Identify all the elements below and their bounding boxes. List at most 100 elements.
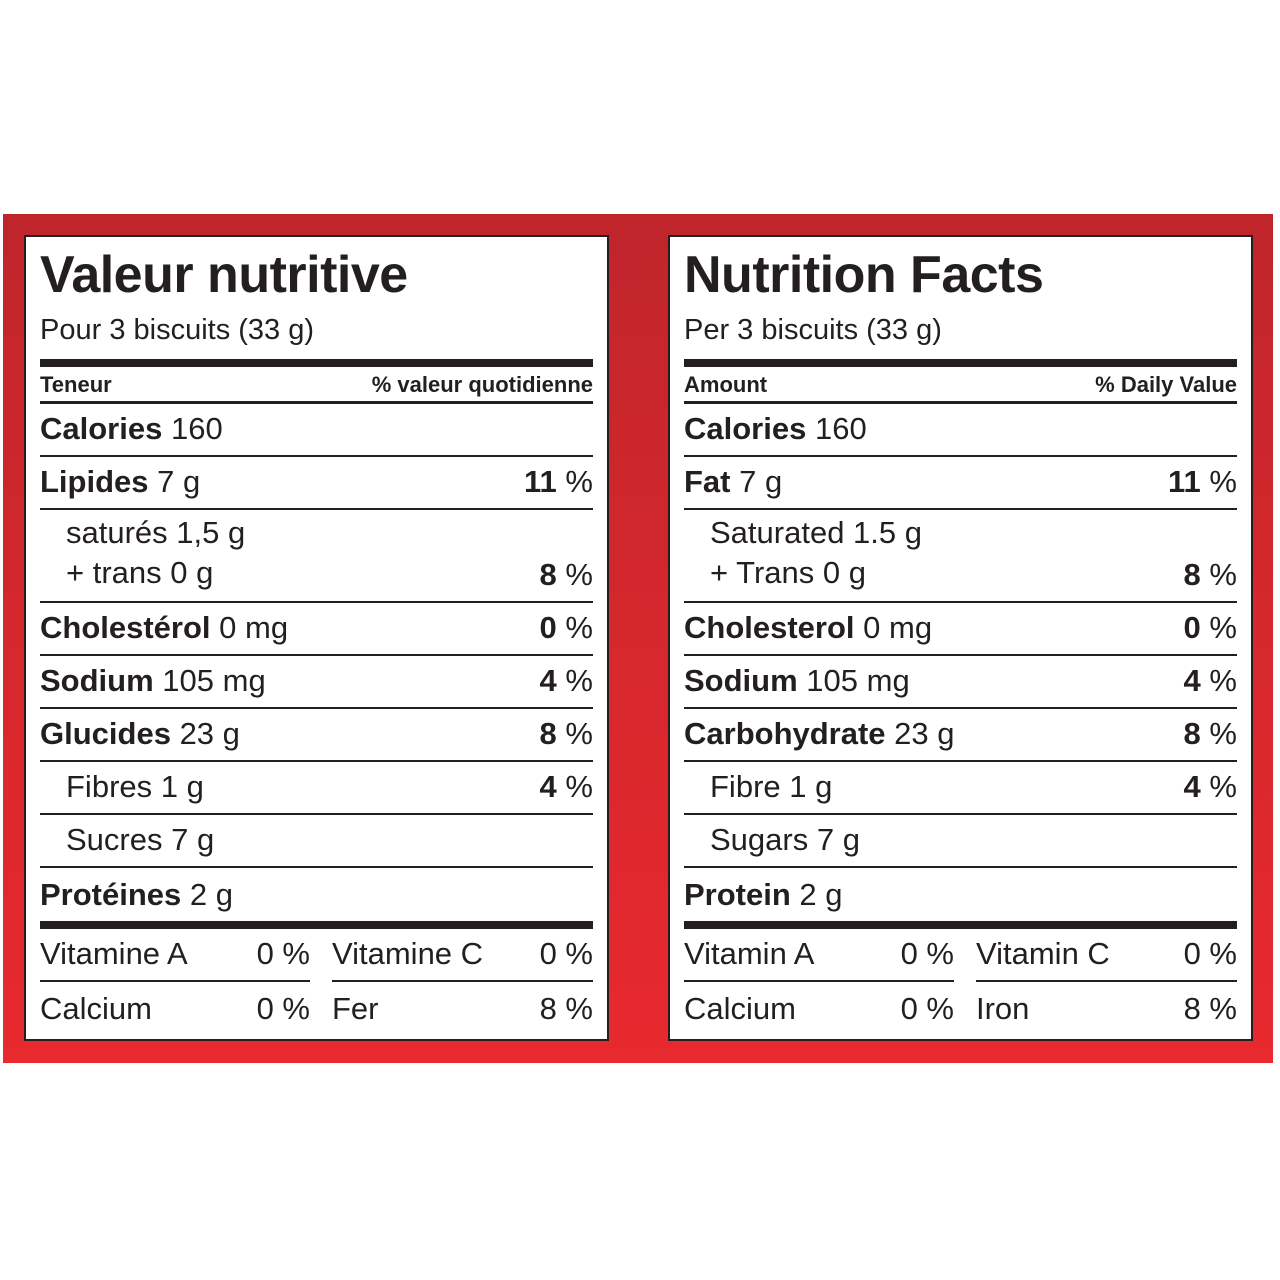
thick-divider xyxy=(40,921,593,929)
header-daily-value: % Daily Value xyxy=(1095,372,1237,397)
french-nutrition-panel: Valeur nutritive Pour 3 biscuits (33 g) … xyxy=(24,235,609,1041)
vitamin-a: Vitamin A 0 % xyxy=(684,929,954,982)
panel-title: Nutrition Facts xyxy=(684,246,1044,304)
daily-value-pct: 0 xyxy=(539,610,557,645)
thick-divider xyxy=(684,921,1237,929)
thin-divider xyxy=(684,401,1237,404)
vitamin-pct: 0 % xyxy=(256,936,310,971)
nutrient-name: Lipides xyxy=(40,464,149,499)
vitamin-pct: 0 % xyxy=(539,936,593,971)
daily-value-pct: 4 xyxy=(1183,663,1201,698)
nutrient-name: Fat xyxy=(684,464,731,499)
vitamin-pct: 0 % xyxy=(900,936,954,971)
nutrient-name: Carbohydrate xyxy=(684,716,886,751)
nutrient-label: Sugars 7 g xyxy=(710,822,860,857)
row-carbohydrate: Glucides 23 g 8 % xyxy=(40,709,593,762)
pct-unit: % xyxy=(1209,769,1237,804)
daily-value-pct: 8 xyxy=(539,716,557,751)
row-protein: Protéines 2 g xyxy=(40,868,593,921)
iron: Iron 8 % xyxy=(976,982,1237,1035)
daily-value-pct: 4 xyxy=(539,663,557,698)
pct-unit: % xyxy=(565,769,593,804)
nutrient-name: Sodium xyxy=(40,663,154,698)
vitamin-name: Calcium xyxy=(40,991,152,1026)
pct-unit: % xyxy=(565,464,593,499)
row-carbohydrate: Carbohydrate 23 g 8 % xyxy=(684,709,1237,762)
panel-title: Valeur nutritive xyxy=(40,246,408,304)
nutrient-label: Fibres 1 g xyxy=(66,769,204,804)
nutrient-label: Sucres 7 g xyxy=(66,822,215,857)
nutrient-name: Protéines xyxy=(40,877,182,912)
pct-unit: % xyxy=(1209,610,1237,645)
row-fat: Fat 7 g 11 % xyxy=(684,457,1237,510)
vitamin-name: Vitamin C xyxy=(976,936,1110,971)
vitamin-pct: 0 % xyxy=(900,991,954,1026)
thin-divider xyxy=(40,401,593,404)
row-fibre: Fibres 1 g 4 % xyxy=(40,762,593,815)
nutrient-amount: 2 g xyxy=(799,877,843,912)
daily-value-pct: 8 xyxy=(1183,716,1201,751)
header-daily-value: % valeur quotidienne xyxy=(371,372,593,397)
daily-value-pct: 8 xyxy=(539,557,557,592)
daily-value-pct: 11 xyxy=(1168,464,1201,499)
vitamin-row-2: Calcium 0 % Fer 8 % xyxy=(40,982,593,1035)
nutrient-amount: 105 mg xyxy=(162,663,266,698)
vitamin-c: Vitamin C 0 % xyxy=(976,929,1237,982)
nutrient-amount: 23 g xyxy=(894,716,955,751)
vitamin-name: Vitamine C xyxy=(332,936,484,971)
pct-unit: % xyxy=(1209,716,1237,751)
calcium: Calcium 0 % xyxy=(684,982,954,1035)
vitamin-a: Vitamine A 0 % xyxy=(40,929,310,982)
pct-unit: % xyxy=(565,663,593,698)
nutrient-amount: 2 g xyxy=(189,877,234,912)
row-sodium: Sodium 105 mg 4 % xyxy=(684,656,1237,709)
nutrient-label: Fibre 1 g xyxy=(710,769,833,804)
vitamin-pct: 8 % xyxy=(539,991,593,1026)
thick-divider xyxy=(40,359,593,367)
serving-size: Pour 3 biscuits (33 g) xyxy=(40,314,315,346)
nutrient-amount: 7 g xyxy=(157,464,201,499)
vitamin-row-1: Vitamine A 0 % Vitamine C 0 % xyxy=(40,929,593,982)
header-amount: Teneur xyxy=(40,372,112,397)
pct-unit: % xyxy=(1209,464,1237,499)
nutrient-name: Glucides xyxy=(40,716,171,751)
daily-value-pct: 4 xyxy=(1183,769,1201,804)
row-cholesterol: Cholesterol 0 mg 0 % xyxy=(684,603,1237,656)
row-sugars: Sugars 7 g xyxy=(684,815,1237,868)
nutrient-name: Protein xyxy=(684,877,791,912)
nutrient-amount: 160 xyxy=(170,411,223,446)
pct-unit: % xyxy=(565,716,593,751)
nutrient-amount: 7 g xyxy=(739,464,783,499)
pct-unit: % xyxy=(565,610,593,645)
column-header: Teneur % valeur quotidienne xyxy=(40,371,593,401)
vitamin-name: Fer xyxy=(332,991,379,1026)
nutrient-amount: 0 mg xyxy=(863,610,933,645)
trans-amount: + trans 0 g xyxy=(66,555,214,590)
row-sodium: Sodium 105 mg 4 % xyxy=(40,656,593,709)
daily-value-pct: 4 xyxy=(539,769,557,804)
saturated-amount: Saturated 1.5 g xyxy=(710,515,922,550)
row-calories: Calories 160 xyxy=(684,404,1237,457)
pct-unit: % xyxy=(565,557,593,592)
vitamin-name: Vitamine A xyxy=(40,936,188,971)
vitamin-c: Vitamine C 0 % xyxy=(332,929,593,982)
nutrient-amount: 23 g xyxy=(179,716,240,751)
pct-unit: % xyxy=(1209,557,1237,592)
vitamin-name: Vitamin A xyxy=(684,936,815,971)
daily-value-pct: 0 xyxy=(1183,610,1201,645)
nutrient-name: Cholestérol xyxy=(40,610,211,645)
vitamin-pct: 0 % xyxy=(256,991,310,1026)
vitamin-row-1: Vitamin A 0 % Vitamin C 0 % xyxy=(684,929,1237,982)
nutrient-name: Cholesterol xyxy=(684,610,855,645)
nutrient-amount: 105 mg xyxy=(806,663,910,698)
row-calories: Calories 160 xyxy=(40,404,593,457)
daily-value-pct: 11 xyxy=(524,464,557,499)
nutrient-name: Calories xyxy=(684,411,807,446)
nutrient-amount: 160 xyxy=(814,411,867,446)
thick-divider xyxy=(684,359,1237,367)
row-sugars: Sucres 7 g xyxy=(40,815,593,868)
nutrient-name: Sodium xyxy=(684,663,798,698)
row-cholesterol: Cholestérol 0 mg 0 % xyxy=(40,603,593,656)
row-saturated-trans: Saturated 1.5 g + Trans 0 g 8 % xyxy=(684,510,1237,603)
column-header: Amount % Daily Value xyxy=(684,371,1237,401)
